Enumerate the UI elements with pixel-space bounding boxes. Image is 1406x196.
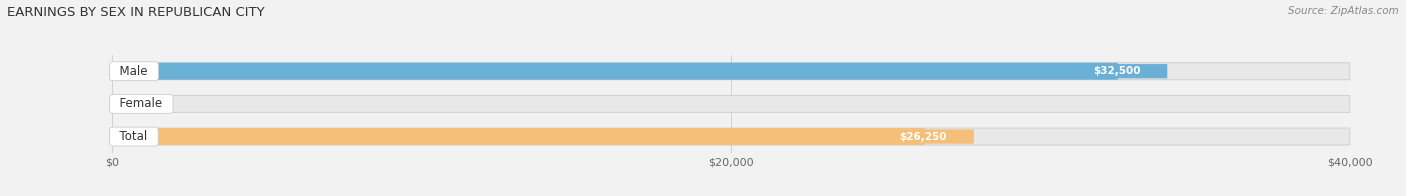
FancyBboxPatch shape (112, 63, 1118, 80)
Text: EARNINGS BY SEX IN REPUBLICAN CITY: EARNINGS BY SEX IN REPUBLICAN CITY (7, 6, 264, 19)
FancyBboxPatch shape (112, 95, 143, 112)
FancyBboxPatch shape (112, 128, 1350, 145)
Text: Male: Male (112, 65, 156, 78)
Text: Source: ZipAtlas.com: Source: ZipAtlas.com (1288, 6, 1399, 16)
FancyBboxPatch shape (112, 63, 1350, 80)
FancyBboxPatch shape (112, 128, 925, 145)
Text: $0: $0 (159, 99, 172, 109)
FancyBboxPatch shape (873, 129, 974, 144)
Text: $26,250: $26,250 (900, 132, 948, 142)
FancyBboxPatch shape (112, 95, 1350, 112)
FancyBboxPatch shape (1066, 64, 1167, 78)
Text: $32,500: $32,500 (1092, 66, 1140, 76)
Text: Female: Female (112, 97, 170, 110)
Text: Total: Total (112, 130, 155, 143)
